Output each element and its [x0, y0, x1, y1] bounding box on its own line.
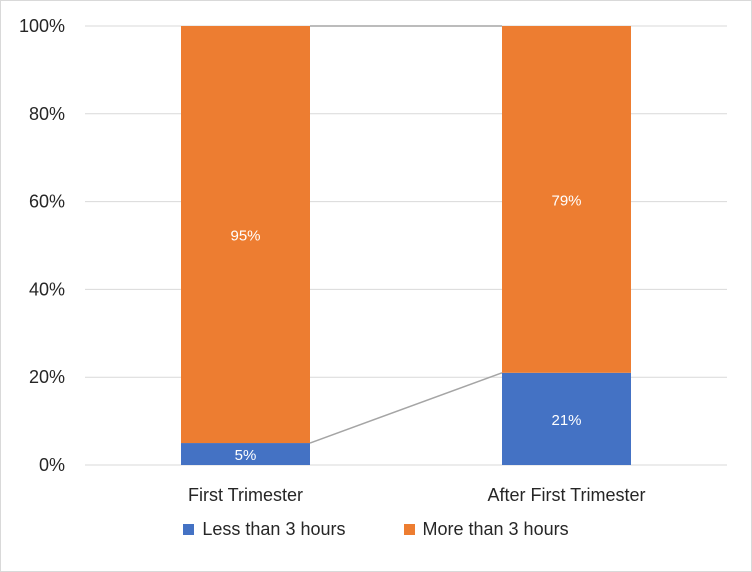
- bar-segment: [181, 443, 310, 465]
- data-label: 5%: [235, 447, 257, 464]
- series-line: [309, 372, 503, 444]
- x-tick-label: After First Trimester: [487, 485, 645, 505]
- bar-segment: [502, 26, 631, 373]
- y-tick-label: 80%: [29, 104, 65, 124]
- legend: Less than 3 hours More than 3 hours: [1, 519, 751, 540]
- bar-segment: [181, 26, 310, 444]
- legend-item-more-than-3-hours: More than 3 hours: [403, 519, 569, 540]
- y-tick-label: 40%: [29, 279, 65, 299]
- legend-label: Less than 3 hours: [202, 519, 346, 539]
- stacked-bar-chart: 0% 20% 40% 60% 80% 100% 5% 21% 95% 79% First Trime…: [19, 16, 727, 505]
- y-tick-label: 60%: [29, 192, 65, 212]
- data-label: 95%: [230, 228, 260, 245]
- data-label: 79%: [551, 192, 581, 209]
- y-tick-label: 100%: [19, 16, 65, 36]
- data-label: 21%: [551, 412, 581, 429]
- legend-swatch-orange: [403, 524, 415, 535]
- legend-item-less-than-3-hours: Less than 3 hours: [183, 519, 346, 540]
- bar-segment: [502, 372, 631, 465]
- y-tick-label: 20%: [29, 367, 65, 387]
- x-tick-label: First Trimester: [188, 485, 303, 505]
- legend-swatch-blue: [183, 524, 195, 535]
- y-tick-label: 0%: [39, 455, 65, 475]
- legend-label: More than 3 hours: [422, 519, 569, 539]
